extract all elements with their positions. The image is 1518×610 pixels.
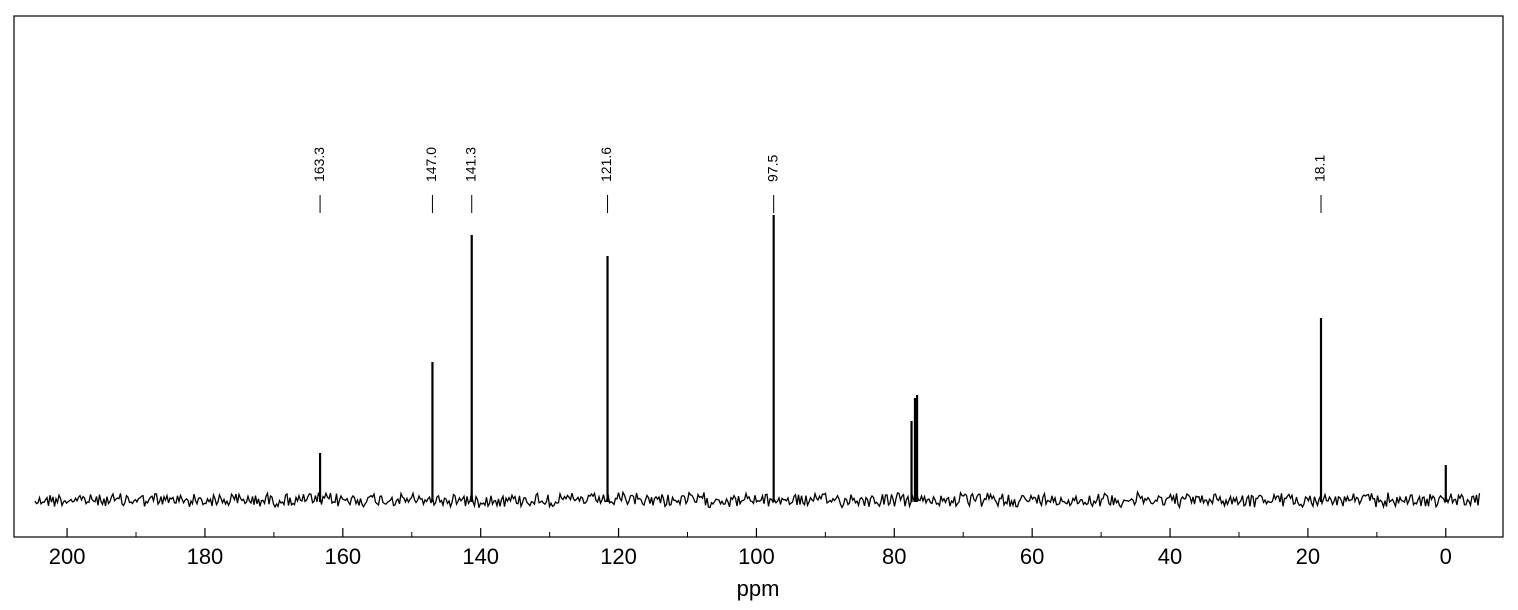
x-tick-label: 20 [1296, 544, 1320, 569]
peak-label: 141.3 [462, 147, 478, 182]
x-tick-label: 100 [738, 544, 775, 569]
x-axis-label: ppm [737, 576, 780, 601]
x-tick-label: 40 [1158, 544, 1182, 569]
peak-label: 121.6 [598, 147, 614, 182]
x-tick-label: 140 [462, 544, 499, 569]
x-tick-label: 200 [49, 544, 86, 569]
plot-frame [13, 15, 1504, 538]
x-tick-label: 0 [1440, 544, 1452, 569]
x-tick-label: 80 [882, 544, 906, 569]
peak-label: 147.0 [423, 147, 439, 182]
peak-label: 163.3 [311, 147, 327, 182]
x-tick-label: 180 [187, 544, 224, 569]
peak-label: 18.1 [1312, 155, 1328, 182]
x-tick-label: 60 [1020, 544, 1044, 569]
baseline-noise [34, 489, 1481, 510]
x-tick-label: 120 [600, 544, 637, 569]
x-tick-label: 160 [324, 544, 361, 569]
peak-label: 97.5 [764, 155, 780, 182]
